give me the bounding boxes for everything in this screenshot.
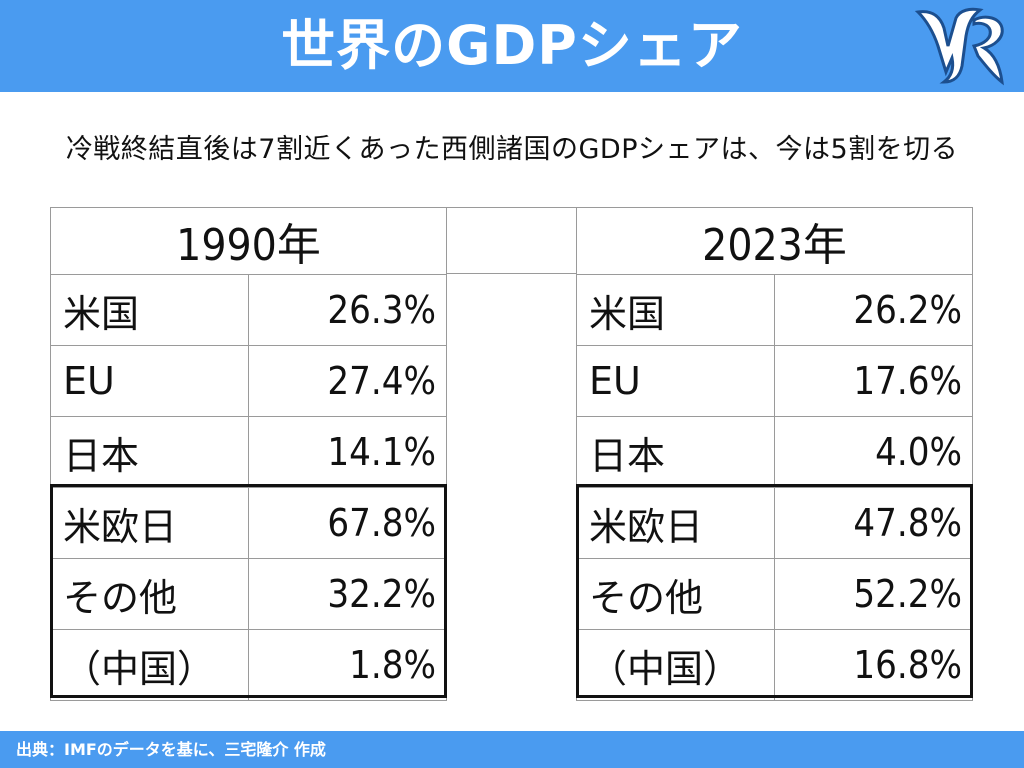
header-bar: 世界のGDPシェア	[0, 0, 1024, 92]
table-row: 日本 14.1%	[50, 416, 447, 488]
country-name: EU	[576, 345, 775, 417]
summary-box-1990	[50, 484, 447, 698]
source-note: 出典：IMFのデータを基に、三宅隆介 作成	[16, 740, 326, 759]
country-name: その他	[576, 558, 775, 630]
share-value: 27.4%	[248, 345, 447, 417]
table-row: 米国 26.2%	[576, 274, 973, 346]
share-value: 26.2%	[774, 274, 973, 346]
country-name: 米欧日	[50, 487, 249, 559]
share-value: 1.8%	[248, 629, 447, 701]
country-name: 日本	[50, 416, 249, 488]
table-row: EU 27.4%	[50, 345, 447, 417]
year-heading: 1990年	[50, 207, 447, 275]
table-gap	[446, 207, 576, 274]
share-value: 32.2%	[248, 558, 447, 630]
share-value: 52.2%	[774, 558, 973, 630]
table-1990: 1990年 米国 26.3% EU 27.4% 日本 14.1% 米欧日 67.…	[50, 207, 447, 701]
table-row: （中国） 16.8%	[576, 629, 973, 701]
table-header-row: 1990年	[50, 207, 447, 275]
year-heading: 2023年	[576, 207, 973, 275]
country-name: 米国	[576, 274, 775, 346]
table-row: （中国） 1.8%	[50, 629, 447, 701]
table-row: EU 17.6%	[576, 345, 973, 417]
table-2023: 2023年 米国 26.2% EU 17.6% 日本 4.0% 米欧日 47.8…	[576, 207, 973, 701]
country-name: （中国）	[50, 629, 249, 701]
logo-mark-icon	[914, 7, 1004, 86]
country-name: その他	[50, 558, 249, 630]
share-value: 67.8%	[248, 487, 447, 559]
country-name: 米国	[50, 274, 249, 346]
share-value: 4.0%	[774, 416, 973, 488]
table-header-row: 2023年	[576, 207, 973, 275]
country-name: （中国）	[576, 629, 775, 701]
share-value: 17.6%	[774, 345, 973, 417]
share-value: 14.1%	[248, 416, 447, 488]
country-name: 日本	[576, 416, 775, 488]
table-row: 日本 4.0%	[576, 416, 973, 488]
share-value: 47.8%	[774, 487, 973, 559]
table-row: 米欧日 47.8%	[576, 487, 973, 559]
share-value: 16.8%	[774, 629, 973, 701]
table-row: 米国 26.3%	[50, 274, 447, 346]
footer-bar: 出典：IMFのデータを基に、三宅隆介 作成	[0, 731, 1024, 768]
table-row: 米欧日 67.8%	[50, 487, 447, 559]
table-row: その他 32.2%	[50, 558, 447, 630]
subtitle: 冷戦終結直後は7割近くあった西側諸国のGDPシェアは、今は5割を切る	[65, 134, 959, 165]
share-value: 26.3%	[248, 274, 447, 346]
table-row: その他 52.2%	[576, 558, 973, 630]
country-name: EU	[50, 345, 249, 417]
summary-box-2023	[576, 484, 973, 698]
page-title: 世界のGDPシェア	[281, 14, 743, 77]
